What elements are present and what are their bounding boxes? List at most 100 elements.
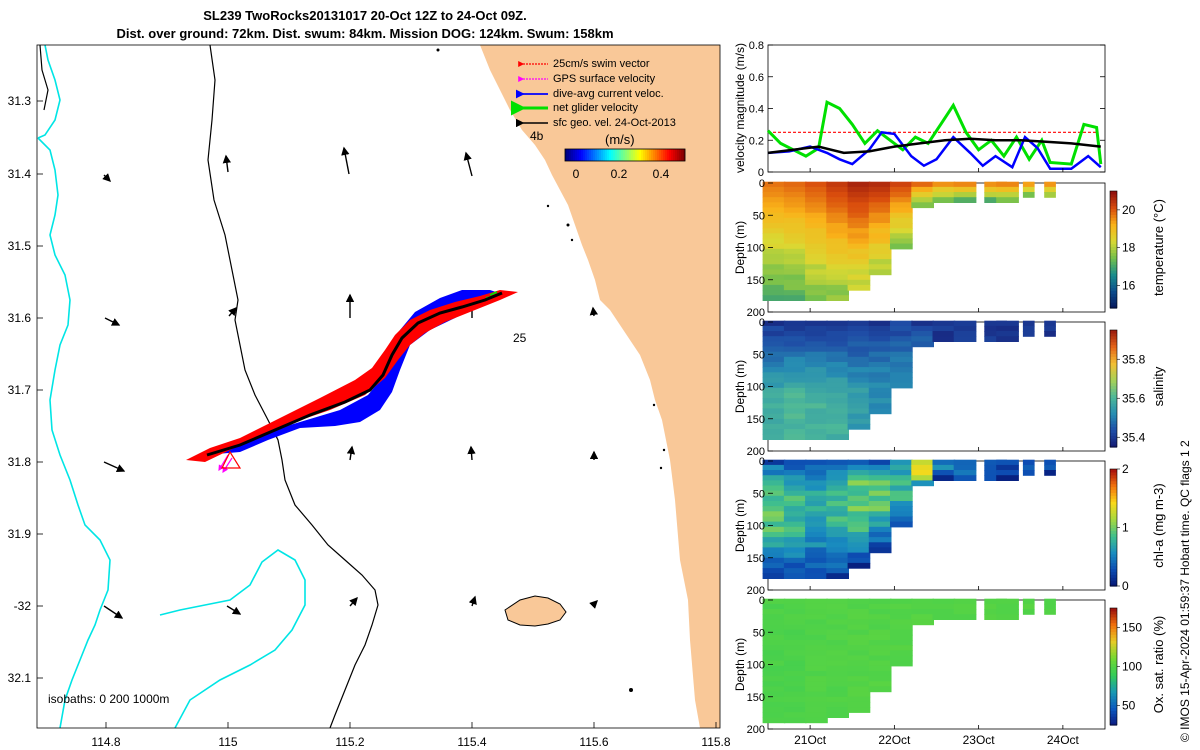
heatmap-cell [762,701,786,708]
colorbar-label: chl-a (mg m-3) [1151,483,1166,568]
heatmap-cell [953,331,977,337]
heatmap-cell [847,418,871,425]
map-day-label: 25 [513,331,527,345]
heatmap-cell [847,377,871,384]
heatmap-cell [783,598,807,605]
heatmap-cell [783,470,807,476]
heatmap-cell [783,464,807,471]
heatmap-cell [762,676,786,682]
heatmap-cell [826,372,849,379]
heatmap-cell [890,516,913,523]
heatmap-cell [996,464,1019,471]
colorbar-swatch [1110,471,1117,476]
heatmap-cell [996,197,1019,203]
heatmap-cell [826,243,849,250]
heatmap-cell [805,429,828,435]
heatmap-cell [847,351,871,358]
heatmap-cell [847,671,871,677]
colorbar-swatch [1110,341,1117,346]
colorbar-swatch [1110,710,1117,714]
time-tick-label: 23Oct [963,733,996,747]
heatmap-cell [805,372,828,379]
heatmap-cell [805,650,828,657]
heatmap-cell [762,325,786,332]
heatmap-cell [805,423,828,430]
heatmap-cell [847,686,871,693]
colorbar-swatch [1110,542,1117,546]
heatmap-cell [890,660,913,667]
colorbar-swatch [1110,426,1117,430]
velocity-y-tick-label: 0.6 [749,72,764,84]
colorbar-tick-label: 35.4 [1122,430,1146,444]
colorbar-swatch [1110,571,1117,575]
colorbar-tick-label: 0 [1122,579,1129,593]
colorbar-swatch [1110,223,1117,227]
colorbar-swatch [1110,397,1117,401]
heatmap-cell [762,660,786,667]
map-x-tick-label: 114.8 [91,735,120,749]
heatmap-cell [847,619,871,626]
heatmap-cell [762,341,786,348]
heatmap-cell [805,557,828,564]
heatmap-cell [826,423,849,430]
heatmap-cell [805,279,828,286]
heatmap-cell [783,557,807,564]
map-x-tick-label: 115.2 [335,735,364,749]
heatmap-cell [805,547,828,554]
heatmap-cell [847,212,871,219]
colorbar-swatch [1110,208,1117,213]
colorbar-frame [1109,329,1118,448]
heatmap-cell [890,501,913,507]
heatmap-cell [868,532,892,538]
heatmap-cell [783,568,807,574]
heatmap-cell [826,295,849,301]
colorbar-swatch [1110,264,1117,268]
velocity-ylabel: velocity magnitude (m/s) [733,43,747,173]
heatmap-cell [868,511,892,518]
heatmap-cell [805,562,828,569]
heatmap-cell [868,464,892,471]
heatmap-cell [984,609,1007,615]
heatmap-cell [762,634,786,641]
map-colorbar-swatch [621,149,624,161]
heatmap-cell [868,341,892,348]
colorbar-swatch [1110,214,1117,218]
heatmap-cell [805,573,828,579]
heatmap-cell [868,660,892,667]
map-colorbar-swatch [639,149,642,161]
map-y-tick-label: 31.4 [8,167,32,181]
colorbar-swatch [1110,388,1117,392]
map-colorbar-swatch [611,149,614,161]
colorbar-swatch [1110,698,1117,703]
heatmap-cell [762,362,786,368]
heatmap-cell [868,346,892,353]
heatmap-cell [868,351,892,358]
heatmap-cell [826,609,849,615]
heatmap-cell [984,192,1007,198]
heatmap-cell [847,192,871,198]
heatmap-cell [826,475,849,481]
heatmap-cell [783,511,807,518]
colorbar-swatch [1110,199,1117,204]
heatmap-cell [890,470,913,476]
colorbar-swatch [1110,477,1117,482]
heatmap-cell [932,320,956,327]
heatmap-cell [783,331,807,337]
heatmap-cell [847,238,871,245]
heatmap-cell [762,629,786,636]
heatmap-y-tick-label: 200 [747,307,765,319]
heatmap-cell [826,398,849,404]
heatmap-cell [890,634,913,641]
map-colorbar-swatch [675,149,678,161]
map-colorbar-tick: 0.2 [611,167,628,181]
heatmap-cell [826,650,849,657]
heatmap-cell [984,197,1007,203]
map-colorbar-swatch [661,149,664,161]
colorbar-swatch [1110,414,1117,419]
heatmap-cell [868,248,892,255]
heatmap-cell [783,573,807,579]
heatmap-cell [783,197,807,203]
colorbar-swatch [1110,501,1117,505]
heatmap-cell [783,429,807,435]
heatmap-cell [890,640,913,646]
